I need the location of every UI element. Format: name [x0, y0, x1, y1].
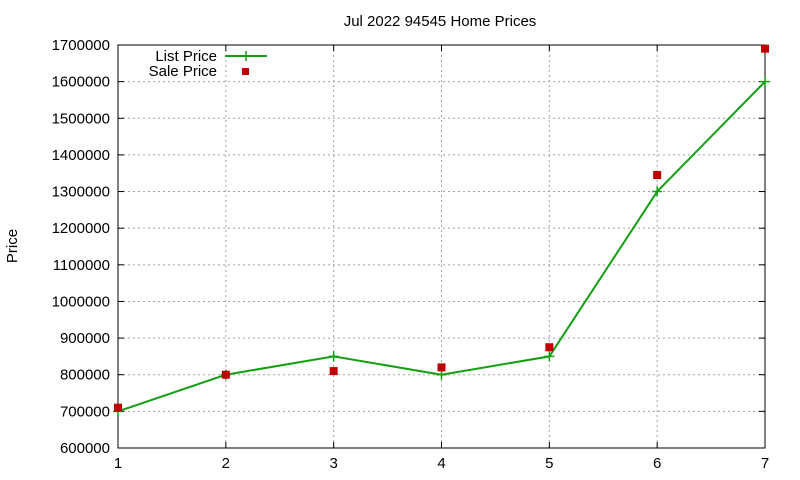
y-axis-label: Price	[4, 229, 21, 263]
sale-price-point	[114, 403, 122, 412]
grid-lines	[118, 45, 765, 448]
x-tick-label: 6	[653, 455, 661, 472]
list-price-point	[652, 186, 663, 197]
x-tick-label: 5	[545, 455, 553, 472]
chart-title: Jul 2022 94545 Home Prices	[344, 13, 537, 30]
legend: List Price Sale Price	[149, 48, 267, 80]
y-tick-label: 1500000	[52, 110, 110, 127]
legend-marker-list-price	[241, 51, 251, 61]
y-tick-label: 1200000	[52, 220, 110, 237]
legend-cross-marker	[241, 51, 251, 61]
y-axis-ticks: 600000 700000 800000 900000 1000000 1100000 12…	[52, 37, 765, 457]
legend-marker-sale-price	[242, 68, 249, 75]
x-tick-label: 4	[437, 455, 445, 472]
x-tick-label: 3	[329, 455, 337, 472]
y-tick-label: 1000000	[52, 293, 110, 310]
list-price-point	[760, 76, 770, 87]
legend-label-list-price: List Price	[155, 48, 217, 65]
x-tick-label: 7	[761, 455, 769, 472]
sale-price-point	[221, 370, 230, 379]
y-tick-label: 800000	[60, 367, 110, 384]
y-tick-label: 1600000	[52, 74, 110, 91]
y-tick-label: 700000	[60, 403, 110, 420]
sale-price-point	[545, 343, 554, 352]
x-tick-label: 1	[114, 455, 122, 472]
sale-price-point	[329, 367, 338, 376]
legend-label-sale-price: Sale Price	[149, 63, 217, 80]
sale-price-point	[761, 44, 769, 53]
y-tick-label: 900000	[60, 330, 110, 347]
data-series	[113, 44, 770, 417]
list-price-point	[544, 351, 555, 362]
y-tick-label: 1100000	[53, 257, 110, 274]
x-axis-ticks: 1 2 3 4 5 6 7	[114, 45, 769, 472]
list-price-point	[328, 351, 339, 362]
y-tick-label: 600000	[60, 440, 110, 457]
sale-price-point	[437, 363, 446, 372]
y-tick-label: 1300000	[52, 184, 110, 201]
y-tick-label: 1400000	[52, 147, 110, 164]
plot-frame	[117, 44, 766, 449]
sale-price-point	[653, 171, 662, 180]
x-tick-label: 2	[222, 455, 230, 472]
y-tick-label: 1700000	[52, 37, 110, 54]
